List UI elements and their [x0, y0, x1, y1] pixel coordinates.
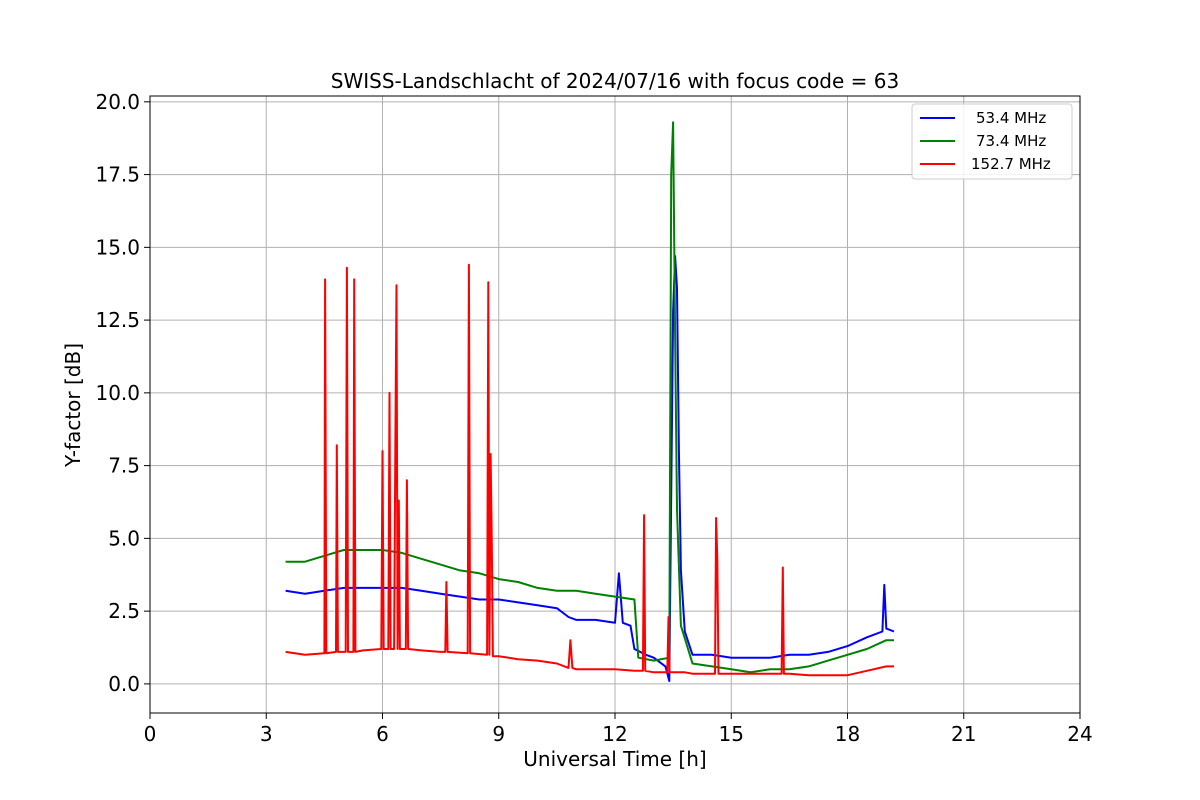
legend: 53.4 MHz 73.4 MHz 152.7 MHz — [911, 103, 1073, 180]
x-tick-label: 12 — [602, 722, 627, 746]
x-tick-label: 15 — [719, 722, 744, 746]
series-line-152-7-mhz — [285, 263, 894, 677]
y-tick-label: 0.0 — [108, 672, 140, 696]
y-axis-label: Y-factor [dB] — [61, 343, 85, 468]
y-tick-label: 7.5 — [108, 454, 140, 478]
x-tick-label: 21 — [951, 722, 976, 746]
legend-label-73-4-mhz: 73.4 MHz — [976, 132, 1046, 150]
legend-label-53-4-mhz: 53.4 MHz — [976, 109, 1046, 127]
legend-label-152-7-mhz: 152.7 MHz — [971, 155, 1051, 173]
y-tick-label: 5.0 — [108, 526, 140, 550]
x-tick-label: 6 — [376, 722, 389, 746]
x-tick-label: 9 — [492, 722, 505, 746]
y-tick-label: 10.0 — [95, 381, 140, 405]
y-tick-label: 2.5 — [108, 599, 140, 623]
series-lines — [285, 121, 895, 682]
y-tick-label: 15.0 — [95, 235, 140, 259]
y-tick-label: 20.0 — [95, 90, 140, 114]
chart-title: SWISS-Landschlacht of 2024/07/16 with fo… — [331, 69, 899, 93]
legend-box — [911, 103, 1073, 180]
x-tick-label: 24 — [1067, 722, 1092, 746]
x-tick-label: 18 — [835, 722, 860, 746]
y-tick-label: 17.5 — [95, 163, 140, 187]
x-tick-label: 0 — [144, 722, 157, 746]
y-tick-label: 12.5 — [95, 308, 140, 332]
y-axis-ticks: 0.0 2.5 5.0 7.5 10.0 12.5 15.0 17.5 20.0 — [95, 90, 150, 696]
x-axis-ticks: 0 3 6 9 12 15 18 21 24 — [144, 713, 1093, 746]
x-axis-label: Universal Time [h] — [523, 747, 706, 771]
x-tick-label: 3 — [260, 722, 273, 746]
